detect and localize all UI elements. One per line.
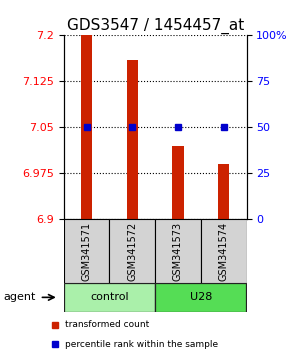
Text: U28: U28 [190, 292, 212, 302]
Text: GSM341573: GSM341573 [173, 222, 183, 281]
Text: GSM341571: GSM341571 [82, 222, 92, 281]
Bar [64, 283, 155, 312]
Text: control: control [90, 292, 129, 302]
Bar [172, 146, 184, 219]
Bar [127, 60, 138, 219]
Bar [155, 219, 201, 283]
Bar [81, 35, 92, 219]
Bar [64, 219, 110, 283]
Bar [218, 164, 229, 219]
Text: transformed count: transformed count [65, 320, 149, 329]
Text: GSM341572: GSM341572 [127, 222, 137, 281]
Bar [110, 219, 155, 283]
Bar [155, 283, 246, 312]
Title: GDS3547 / 1454457_at: GDS3547 / 1454457_at [66, 18, 244, 34]
Text: agent: agent [3, 292, 35, 302]
Text: GSM341574: GSM341574 [219, 222, 229, 281]
Text: percentile rank within the sample: percentile rank within the sample [65, 340, 218, 349]
Bar [201, 219, 246, 283]
